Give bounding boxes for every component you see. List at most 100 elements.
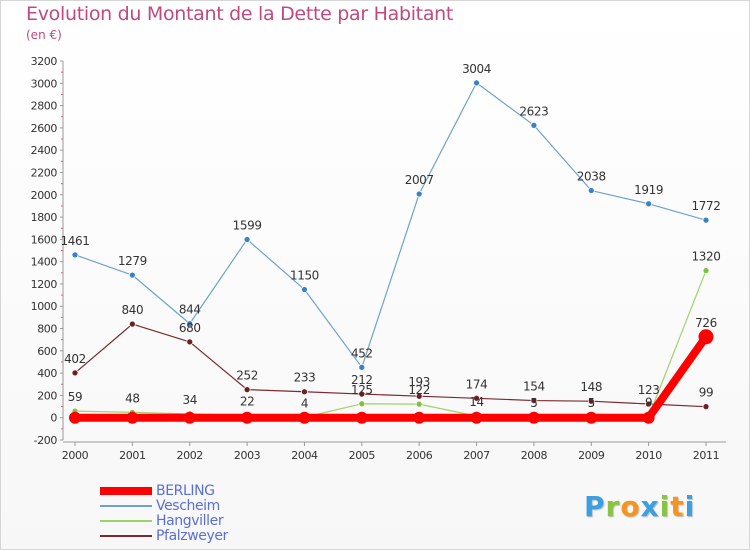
- data-label: 726: [695, 316, 717, 330]
- data-label: 1279: [118, 254, 147, 268]
- y-tick-label: 3200: [31, 55, 58, 68]
- y-tick-label: 800: [37, 323, 57, 336]
- data-point: [530, 397, 538, 404]
- y-tick-label: 1800: [31, 211, 58, 224]
- y-tick-label: 2800: [31, 100, 58, 113]
- legend-swatch: [100, 520, 152, 522]
- data-point: [415, 190, 423, 198]
- legend-swatch: [100, 487, 152, 495]
- y-tick-label: 3000: [31, 77, 58, 90]
- data-point: [129, 271, 136, 279]
- data-point: [301, 286, 308, 293]
- y-tick-label: 0: [50, 412, 57, 425]
- data-point: [186, 320, 194, 327]
- data-label: 1461: [61, 234, 90, 248]
- data-point: [301, 388, 308, 396]
- y-tick-label: 1200: [31, 278, 58, 291]
- data-label: 48: [125, 391, 139, 405]
- x-tick-label: 2011: [693, 449, 719, 462]
- data-point: [415, 392, 423, 400]
- x-tick-label: 2009: [578, 449, 605, 462]
- logo-letter: t: [670, 490, 685, 523]
- legend-label: Pfalzweyer: [156, 528, 228, 544]
- data-point: [470, 411, 483, 424]
- data-label: 174: [466, 377, 488, 391]
- data-label: 680: [179, 321, 201, 335]
- data-point: [645, 400, 652, 408]
- data-label: 9: [645, 396, 652, 410]
- y-tick-label: 2600: [31, 122, 58, 135]
- data-label: 2623: [519, 104, 548, 118]
- data-label: 2038: [577, 170, 606, 184]
- data-label: 34: [182, 393, 196, 407]
- data-point: [243, 236, 251, 243]
- legend-swatch: [100, 505, 152, 507]
- x-tick-label: 2006: [406, 449, 433, 462]
- data-point: [587, 187, 595, 194]
- data-label: 2007: [405, 173, 434, 187]
- data-point: [71, 369, 79, 377]
- data-point: [585, 411, 598, 424]
- x-tick-label: 2001: [119, 449, 145, 462]
- data-point: [587, 397, 595, 405]
- x-tick-label: 2003: [234, 449, 261, 462]
- data-point: [698, 329, 714, 345]
- logo-letter: r: [605, 490, 621, 523]
- data-label: 59: [68, 390, 82, 404]
- data-point: [243, 386, 251, 393]
- data-point: [71, 251, 79, 259]
- data-point: [183, 411, 196, 424]
- data-point: [358, 400, 366, 408]
- x-tick-label: 2010: [635, 449, 662, 462]
- logo-letter: o: [620, 490, 641, 523]
- legend-label: Hangviller: [156, 513, 224, 529]
- x-tick-label: 2007: [463, 449, 490, 462]
- data-label: 844: [179, 303, 201, 317]
- data-label: 123: [638, 383, 660, 397]
- y-tick-label: 1600: [31, 233, 58, 246]
- y-tick-label: 400: [37, 367, 57, 380]
- data-label: 14: [469, 395, 483, 409]
- series-line-berling: [71, 332, 710, 422]
- data-label: 1150: [290, 269, 319, 283]
- data-label: 193: [408, 375, 430, 389]
- y-tick-label: 200: [37, 389, 57, 402]
- x-tick-label: 2004: [291, 449, 318, 462]
- data-label: 4: [301, 396, 308, 410]
- series-line-vescheim: [74, 82, 707, 368]
- logo-letter: P: [584, 490, 606, 523]
- chart-subtitle: (en €): [26, 28, 62, 42]
- data-point: [527, 411, 540, 424]
- data-point: [413, 411, 426, 424]
- data-point: [355, 411, 368, 424]
- data-label: 122: [408, 383, 430, 397]
- y-tick-label: 2400: [31, 144, 58, 157]
- x-tick-label: 2005: [349, 449, 376, 462]
- data-point: [298, 411, 311, 424]
- data-label: 125: [351, 383, 373, 397]
- data-label: 252: [236, 369, 258, 383]
- x-tick-label: 2000: [62, 449, 89, 462]
- logo-letter: i: [684, 490, 696, 523]
- data-point: [702, 403, 710, 411]
- data-label: 212: [351, 373, 373, 387]
- y-tick-label: 2200: [31, 166, 58, 179]
- y-tick-label: 1000: [31, 300, 58, 313]
- chart-title: Evolution du Montant de la Dette par Hab…: [26, 3, 454, 25]
- data-label: 402: [64, 352, 86, 366]
- data-label: 452: [351, 346, 373, 360]
- data-point: [358, 390, 366, 398]
- data-label: 5: [588, 396, 595, 410]
- data-point: [186, 338, 194, 346]
- logo-letter: i: [659, 490, 671, 523]
- logo-letter: x: [640, 490, 660, 523]
- data-point: [645, 200, 652, 208]
- data-point: [642, 411, 655, 424]
- data-label: 99: [699, 386, 713, 400]
- data-label: 1919: [634, 183, 663, 197]
- data-label: 1320: [692, 250, 721, 264]
- data-point: [69, 411, 81, 424]
- data-point: [702, 267, 710, 274]
- y-tick-label: 1400: [31, 256, 58, 269]
- data-label: 233: [294, 371, 316, 385]
